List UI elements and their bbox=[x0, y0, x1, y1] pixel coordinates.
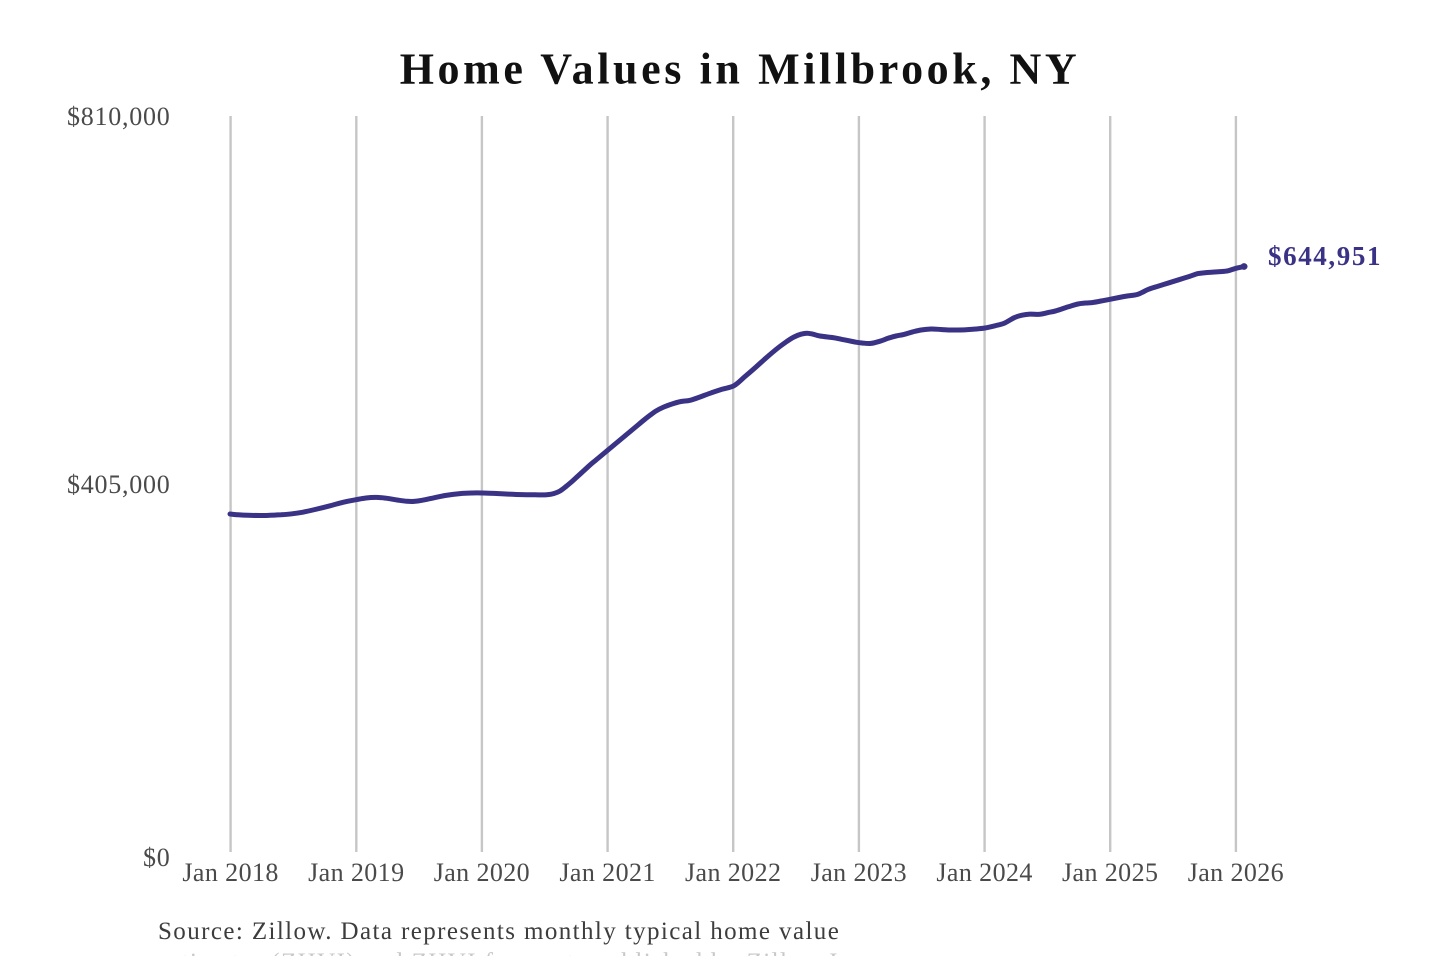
svg-text:Jan 2022: Jan 2022 bbox=[685, 858, 781, 887]
svg-text:estimates (ZHVI) and ZHVI fore: estimates (ZHVI) and ZHVI forecasts publ… bbox=[158, 949, 865, 960]
svg-text:Home Values in Millbrook, NY: Home Values in Millbrook, NY bbox=[400, 45, 1081, 94]
svg-text:Jan 2023: Jan 2023 bbox=[811, 858, 907, 887]
svg-text:$810,000: $810,000 bbox=[67, 102, 171, 131]
svg-text:$405,000: $405,000 bbox=[67, 470, 171, 499]
svg-text:Jan 2025: Jan 2025 bbox=[1062, 858, 1158, 887]
svg-text:Jan 2019: Jan 2019 bbox=[308, 858, 404, 887]
svg-text:$0: $0 bbox=[143, 843, 171, 872]
svg-text:$644,951: $644,951 bbox=[1268, 241, 1382, 271]
svg-text:Jan 2021: Jan 2021 bbox=[559, 858, 655, 887]
svg-text:Jan 2020: Jan 2020 bbox=[434, 858, 530, 887]
svg-text:Jan 2026: Jan 2026 bbox=[1188, 858, 1284, 887]
svg-text:Source: Zillow. Data represent: Source: Zillow. Data represents monthly … bbox=[158, 918, 840, 945]
svg-text:Jan 2018: Jan 2018 bbox=[182, 858, 278, 887]
svg-text:Jan 2024: Jan 2024 bbox=[936, 858, 1032, 887]
